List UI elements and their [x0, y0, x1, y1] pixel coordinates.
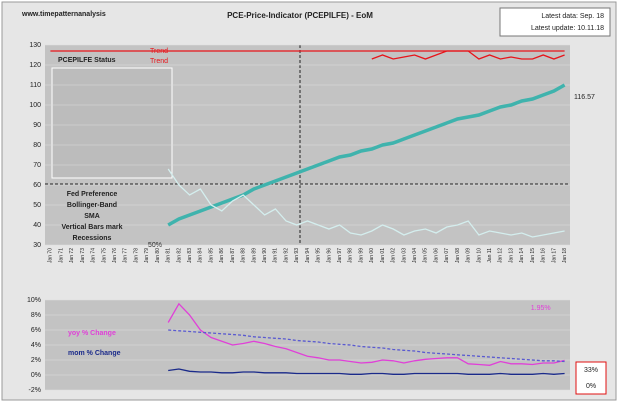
y-tick-label: 120	[29, 62, 41, 69]
y-tick-label: 110	[30, 82, 41, 89]
legend-note: Vertical Bars mark	[61, 224, 122, 231]
site: www.timepatternanalysis	[21, 11, 106, 18]
x-tick-label: Jan 08	[455, 248, 461, 263]
x-tick-label: Jan 88	[241, 248, 247, 263]
annotation: 50%	[148, 242, 162, 249]
x-tick-label: Jan 80	[155, 248, 161, 263]
x-tick-label: Jan 95	[316, 248, 322, 263]
x-tick-label: Jan 96	[326, 248, 332, 263]
series-line	[167, 168, 565, 238]
x-tick-label: Jan 81	[166, 248, 172, 263]
x-tick-label: Jan 89	[251, 248, 257, 263]
y-tick-label: 60	[33, 182, 41, 189]
x-tick-label: Jan 78	[133, 248, 139, 263]
x-tick-label: Jan 79	[144, 248, 150, 263]
x-tick-label: Jan 72	[69, 248, 75, 263]
x-tick-label: Jan 70	[48, 248, 54, 263]
x-tick-label: Jan 11	[487, 248, 493, 263]
y-tick-label: 30	[33, 242, 41, 249]
y-tick-label: 10%	[27, 297, 41, 304]
x-tick-label: Jan 05	[423, 248, 429, 263]
inset	[51, 67, 173, 179]
annotation: 0%	[586, 383, 596, 390]
x-tick-label: Jan 92	[283, 248, 289, 263]
legend-entry: yoy % Change	[68, 330, 116, 337]
info-box	[499, 7, 611, 37]
x-tick-label: Jan 82	[176, 248, 182, 263]
y-tick-label: 50	[33, 202, 41, 209]
x-tick-label: Jan 90	[262, 248, 268, 263]
legend-entry: Trend	[150, 48, 168, 55]
series-line	[371, 50, 565, 60]
x-tick-label: Jan 13	[508, 248, 514, 263]
series-line	[167, 302, 565, 366]
x-tick-label: Jan 84	[198, 248, 204, 263]
x-tick-label: Jan 71	[58, 248, 64, 263]
series-line	[167, 83, 566, 227]
y-tick-label: 70	[33, 162, 41, 169]
legend-note: SMA	[84, 213, 100, 220]
y-tick-label: 80	[33, 142, 41, 149]
x-tick-label: Jan 02	[391, 248, 397, 263]
y-tick-label: 0%	[31, 372, 41, 379]
x-tick-label: Jan 10	[476, 248, 482, 263]
x-tick-label: Jan 04	[412, 248, 418, 263]
x-tick-label: Jan 15	[530, 248, 536, 263]
x-tick-label: Jan 18	[562, 248, 568, 263]
x-tick-label: Jan 75	[101, 248, 107, 263]
y-tick-label: 4%	[31, 342, 41, 349]
x-tick-label: Jan 17	[551, 248, 557, 263]
info-text: Latest data: Sep. 18	[541, 13, 604, 20]
legend-entry: mom % Change	[68, 350, 121, 357]
x-tick-label: Jan 85	[208, 248, 214, 263]
y-tick-label: -2%	[29, 387, 41, 394]
annotation: 116.57	[574, 94, 595, 101]
x-tick-label: Jan 73	[80, 248, 86, 263]
x-tick-label: Jan 97	[337, 248, 343, 263]
x-tick-label: Jan 94	[305, 248, 311, 263]
x-tick-label: Jan 01	[380, 248, 386, 263]
status-label: PCEPILFE Status	[58, 57, 116, 64]
x-tick-label: Jan 87	[230, 248, 236, 263]
x-tick-label: Jan 76	[112, 248, 118, 263]
x-tick-label: Jan 93	[294, 248, 300, 263]
x-tick-label: Jan 06	[433, 248, 439, 263]
legend-entry: Trend	[150, 58, 168, 65]
x-tick-label: Jan 99	[358, 248, 364, 263]
y-tick-label: 40	[33, 222, 41, 229]
x-tick-label: Jan 86	[219, 248, 225, 263]
x-tick-label: Jan 12	[498, 248, 504, 263]
x-tick-label: Jan 09	[466, 248, 472, 263]
legend-note: Bollinger-Band	[67, 202, 117, 209]
info-text: Latest update: 10.11.18	[531, 25, 604, 32]
box	[575, 361, 607, 395]
x-tick-label: Jan 07	[444, 248, 450, 263]
x-tick-label: Jan 03	[401, 248, 407, 263]
x-tick-label: Jan 83	[187, 248, 193, 263]
value-label: 1.95%	[531, 305, 551, 312]
y-tick-label: 6%	[31, 327, 41, 334]
x-tick-label: Jan 00	[369, 248, 375, 263]
series-line	[168, 368, 565, 375]
y-tick-label: 130	[29, 42, 41, 49]
annotation: 33%	[584, 367, 598, 374]
y-tick-label: 8%	[31, 312, 41, 319]
x-tick-label: Jan 74	[91, 248, 97, 263]
x-tick-label: Jan 14	[519, 248, 525, 263]
x-tick-label: Jan 16	[541, 248, 547, 263]
x-tick-label: Jan 91	[273, 248, 279, 263]
x-tick-label: Jan 77	[123, 248, 129, 263]
series-line	[168, 329, 565, 363]
x-tick-label: Jan 98	[348, 248, 354, 263]
chart-title: PCE-Price-Indicator (PCEPILFE) - EoM	[227, 11, 373, 20]
y-tick-label: 2%	[31, 357, 41, 364]
y-tick-label: 90	[33, 122, 41, 129]
legend-note: Fed Preference	[67, 191, 118, 198]
legend-note: Recessions	[73, 235, 112, 242]
y-tick-label: 100	[29, 102, 41, 109]
